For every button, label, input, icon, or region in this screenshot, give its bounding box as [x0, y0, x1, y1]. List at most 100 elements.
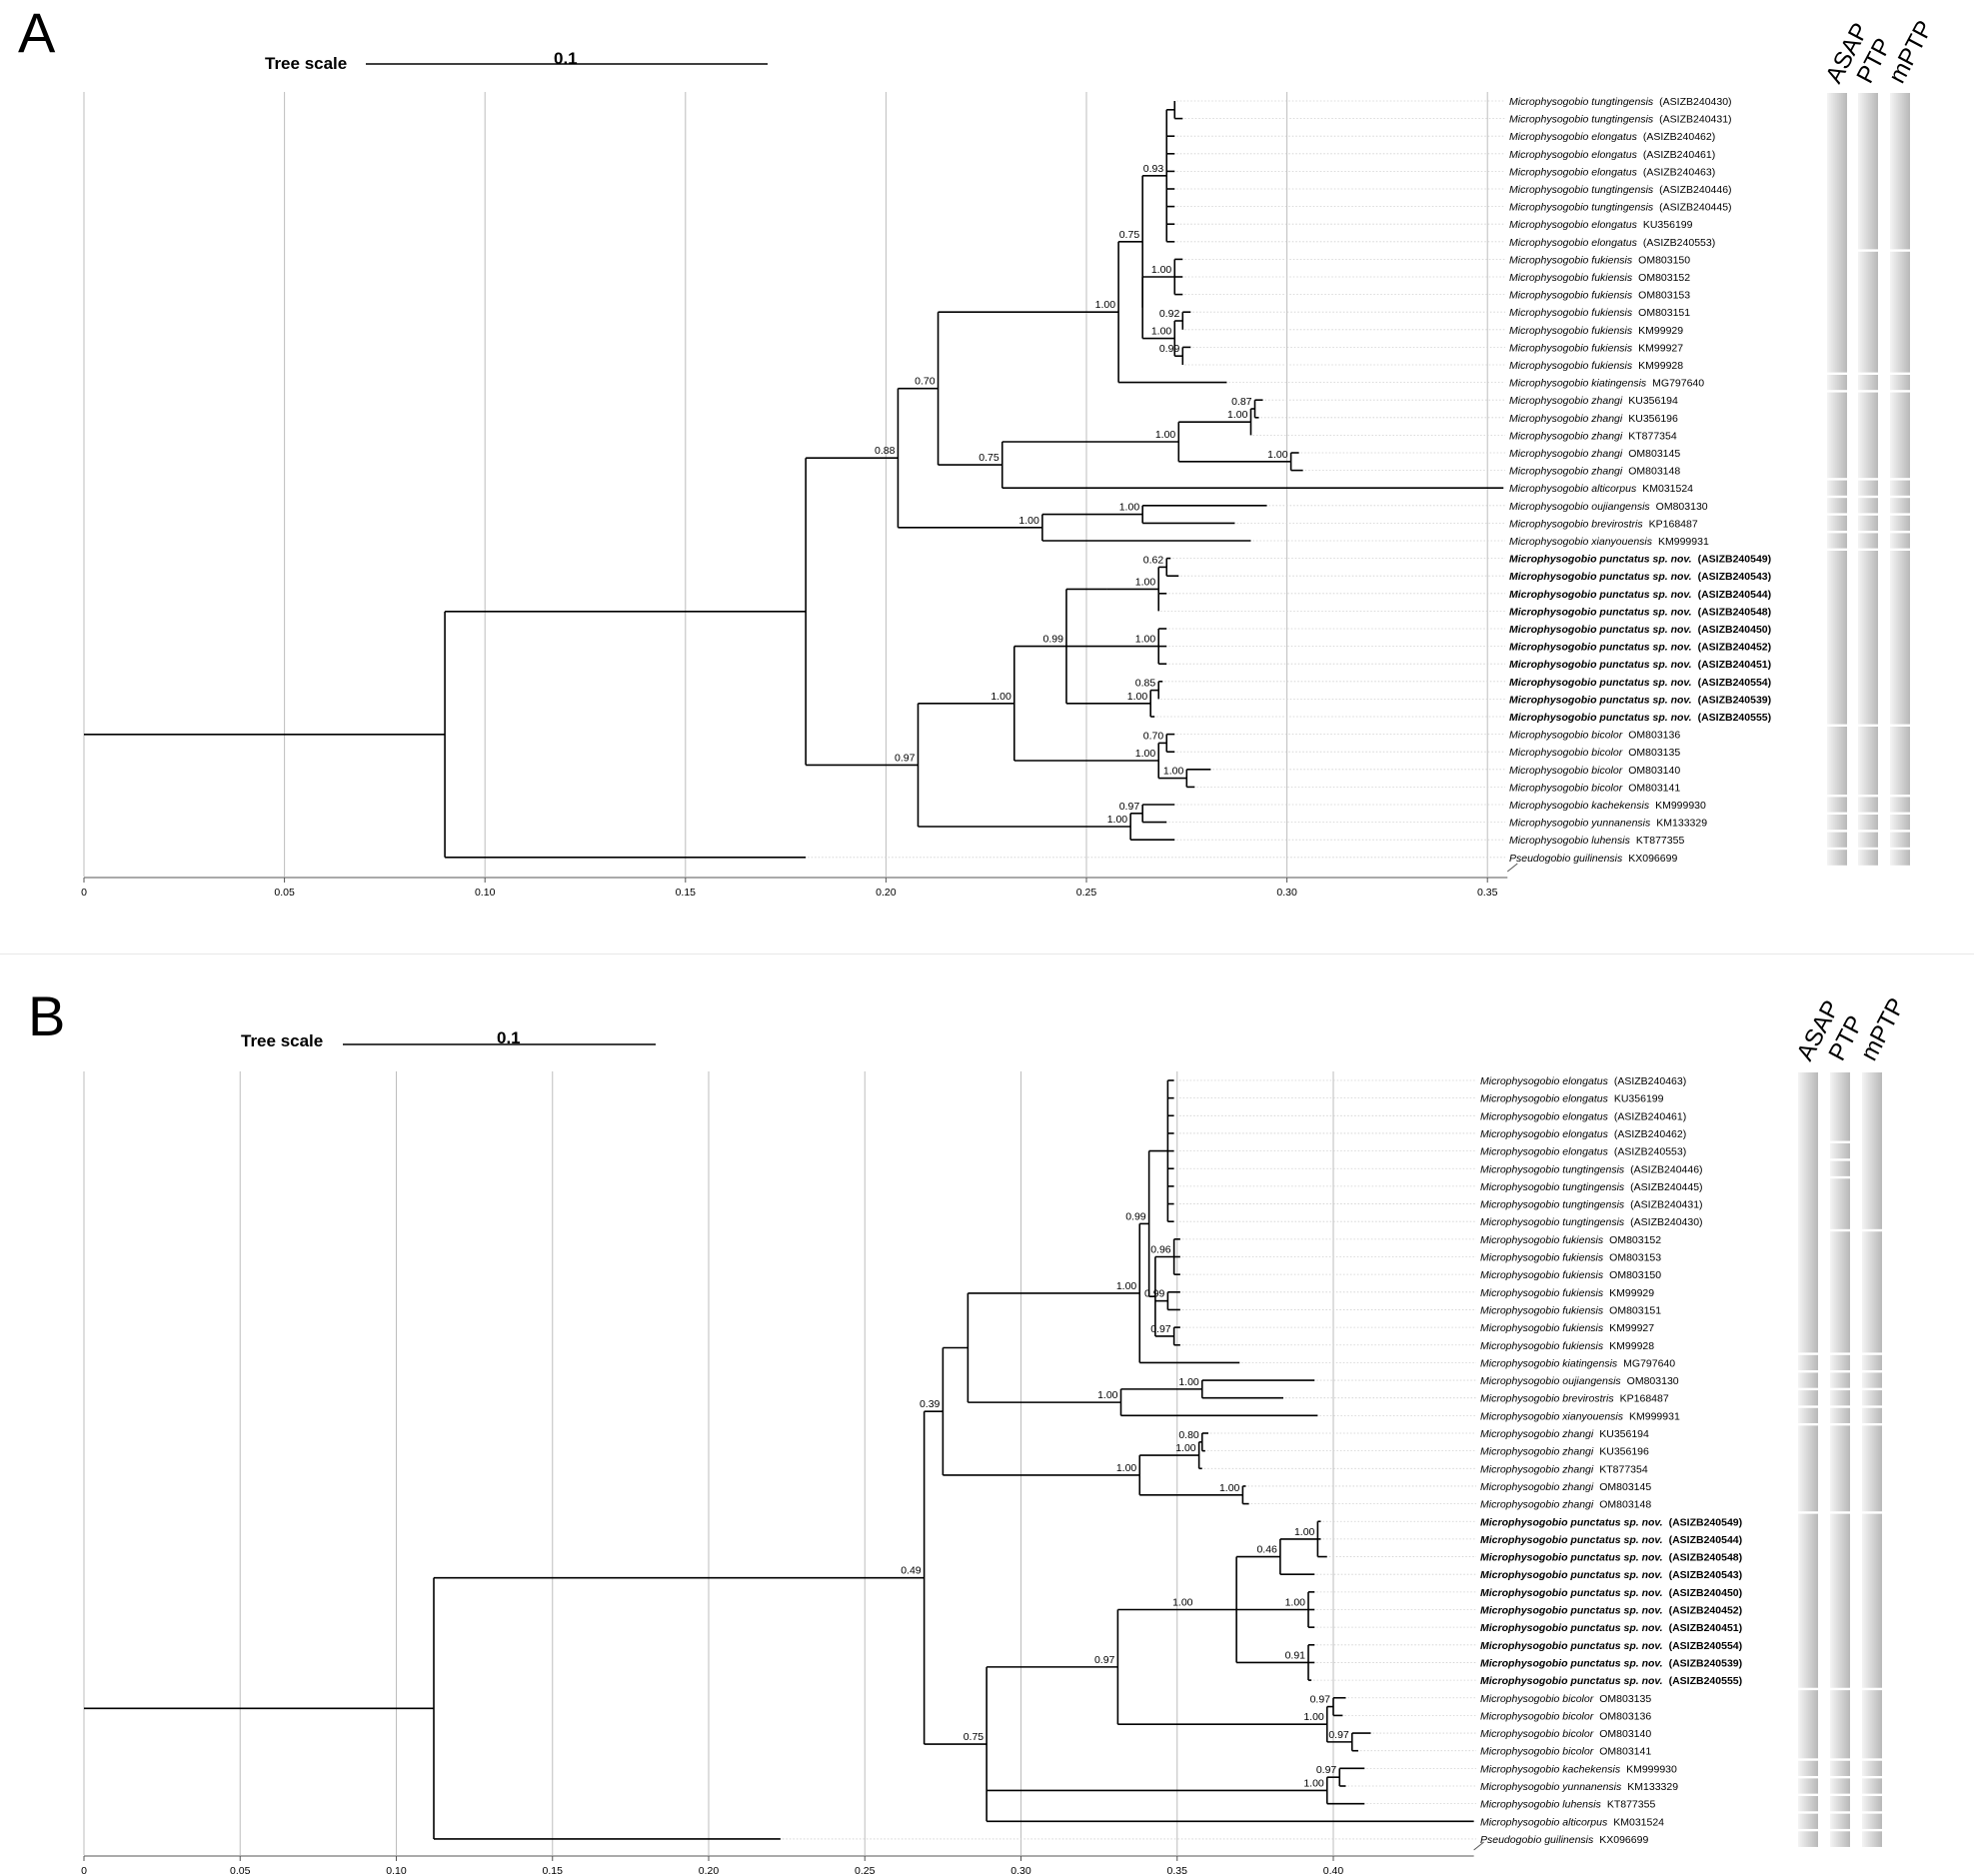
- taxon-accession: (ASIZB240463): [1643, 166, 1715, 178]
- taxon-accession: OM803130: [1627, 1375, 1679, 1387]
- taxon-accession: (ASIZB240446): [1630, 1163, 1702, 1175]
- taxon-accession: OM803148: [1628, 466, 1680, 478]
- support-value: 0.91: [1285, 1649, 1306, 1661]
- axis-tick-label: 0.20: [876, 887, 897, 899]
- taxon-accession: KT877355: [1636, 835, 1685, 847]
- delimitation-gap: [1829, 1687, 1851, 1691]
- taxon-accession: KM031524: [1642, 483, 1693, 495]
- delimitation-gap: [1829, 1387, 1851, 1391]
- support-value: 1.00: [1172, 1597, 1193, 1609]
- taxon-species: Microphysogobio fukiensis: [1509, 307, 1633, 319]
- taxon-species: Microphysogobio bicolor: [1509, 782, 1623, 794]
- taxon-accession: (ASIZB240452): [1669, 1605, 1743, 1617]
- delimitation-gap: [1797, 1405, 1819, 1408]
- support-value: 0.75: [979, 452, 999, 464]
- axis-end-tick: [1506, 863, 1518, 873]
- taxon-label: Microphysogobio zhangi KT877354: [1480, 1463, 1648, 1475]
- taxon-species: Microphysogobio punctatus sp. nov.: [1509, 624, 1692, 636]
- taxon-accession: (ASIZB240544): [1669, 1534, 1743, 1546]
- taxon-accession: OM803141: [1599, 1746, 1651, 1758]
- delimitation-gap: [1797, 1687, 1819, 1691]
- taxon-accession: OM803150: [1609, 1269, 1661, 1281]
- delimitation-gap: [1829, 1775, 1851, 1779]
- taxon-accession: KM99927: [1609, 1322, 1654, 1334]
- delimitation-gap: [1857, 249, 1879, 252]
- taxon-accession: KM999931: [1629, 1410, 1680, 1422]
- support-value: 0.49: [901, 1565, 922, 1577]
- taxon-label: Microphysogobio zhangi OM803145: [1509, 448, 1680, 460]
- taxon-species: Microphysogobio fukiensis: [1509, 272, 1633, 284]
- taxon-species: Microphysogobio alticorpus: [1480, 1816, 1608, 1828]
- taxon-accession: (ASIZB240431): [1659, 114, 1731, 126]
- taxon-accession: OM803140: [1628, 765, 1680, 777]
- delimitation-gap: [1861, 1352, 1883, 1355]
- taxon-label: Microphysogobio bicolor OM803136: [1509, 730, 1680, 742]
- taxon-species: Microphysogobio luhensis: [1509, 835, 1631, 847]
- support-value: 0.93: [1143, 163, 1164, 175]
- taxon-species: Microphysogobio luhensis: [1480, 1799, 1602, 1811]
- axis-tick-label: 0.15: [676, 887, 697, 899]
- taxon-species: Microphysogobio fukiensis: [1480, 1322, 1604, 1334]
- delimitation-gap: [1861, 1811, 1883, 1814]
- taxon-label: Microphysogobio zhangi KU356194: [1509, 395, 1678, 407]
- delimitation-gap: [1861, 1387, 1883, 1391]
- taxon-species: Microphysogobio punctatus sp. nov.: [1480, 1516, 1663, 1528]
- delimitation-gap: [1857, 847, 1879, 851]
- axis-tick-label: 0.25: [855, 1865, 876, 1876]
- support-value: 1.00: [1127, 691, 1148, 703]
- delimitation-gap: [1857, 513, 1879, 516]
- delimitation-gap: [1797, 1775, 1819, 1779]
- taxon-accession: (ASIZB240450): [1669, 1587, 1743, 1599]
- taxon-accession: KM99929: [1609, 1287, 1654, 1299]
- taxon-label: Microphysogobio punctatus sp. nov. (ASIZB…: [1480, 1675, 1742, 1687]
- taxon-species: Microphysogobio xianyouensis: [1509, 536, 1653, 548]
- taxon-label: Microphysogobio bicolor OM803140: [1480, 1728, 1651, 1740]
- taxon-accession: KM999930: [1655, 800, 1706, 812]
- taxon-label: Microphysogobio oujiangensis OM803130: [1509, 501, 1708, 513]
- taxon-label: Microphysogobio fukiensis OM803153: [1509, 290, 1690, 302]
- taxon-accession: KP168487: [1620, 1393, 1669, 1405]
- taxon-label: Microphysogobio brevirostris KP168487: [1480, 1393, 1669, 1405]
- taxon-species: Microphysogobio fukiensis: [1509, 360, 1633, 372]
- support-value: 1.00: [1107, 814, 1128, 826]
- delimitation-gap: [1857, 390, 1879, 393]
- taxon-species: Microphysogobio tungtingensis: [1480, 1181, 1625, 1193]
- taxon-species: Microphysogobio oujiangensis: [1509, 501, 1650, 513]
- taxon-accession: (ASIZB240553): [1614, 1146, 1686, 1158]
- axis-tick-label: 0.35: [1477, 887, 1498, 899]
- taxon-species: Microphysogobio brevirostris: [1480, 1393, 1614, 1405]
- support-value: 1.00: [1151, 326, 1172, 338]
- taxon-accession: (ASIZB240539): [1698, 694, 1772, 706]
- taxon-label: Microphysogobio zhangi OM803148: [1480, 1499, 1651, 1511]
- taxon-label: Microphysogobio punctatus sp. nov. (ASIZB…: [1509, 571, 1771, 583]
- taxon-species: Microphysogobio elongatus: [1480, 1128, 1609, 1140]
- taxon-accession: KU356199: [1643, 219, 1693, 231]
- taxon-accession: KU356194: [1599, 1428, 1649, 1440]
- panel-letter: A: [18, 1, 56, 64]
- taxon-species: Microphysogobio fukiensis: [1480, 1340, 1604, 1352]
- taxon-label: Microphysogobio fukiensis KM99929: [1480, 1287, 1654, 1299]
- taxon-label: Microphysogobio luhensis KT877355: [1509, 835, 1684, 847]
- taxon-label: Microphysogobio punctatus sp. nov. (ASIZB…: [1480, 1516, 1742, 1528]
- taxon-species: Microphysogobio zhangi: [1509, 395, 1623, 407]
- taxon-label: Microphysogobio tungtingensis (ASIZB24043…: [1509, 114, 1732, 126]
- taxon-species: Microphysogobio zhangi: [1480, 1463, 1594, 1475]
- taxon-accession: (ASIZB240452): [1698, 642, 1772, 654]
- taxon-species: Microphysogobio elongatus: [1480, 1146, 1609, 1158]
- taxon-accession: (ASIZB240543): [1669, 1569, 1743, 1581]
- taxon-label: Microphysogobio elongatus (ASIZB240553): [1480, 1146, 1686, 1158]
- taxon-species: Microphysogobio fukiensis: [1480, 1287, 1604, 1299]
- panel-letter: B: [28, 984, 65, 1047]
- taxon-label: Microphysogobio kachekensis KM999930: [1509, 800, 1706, 812]
- taxon-species: Microphysogobio kachekensis: [1509, 800, 1650, 812]
- taxon-accession: (ASIZB240445): [1659, 202, 1731, 214]
- delimitation-gap: [1889, 531, 1911, 534]
- delimitation-gap: [1857, 795, 1879, 798]
- delimitation-gap: [1829, 1158, 1851, 1161]
- taxon-accession: (ASIZB240462): [1614, 1128, 1686, 1140]
- taxon-species: Microphysogobio punctatus sp. nov.: [1480, 1675, 1663, 1687]
- tree-scale-label: Tree scale: [265, 54, 347, 73]
- delimitation-gap: [1857, 531, 1879, 534]
- taxon-species: Microphysogobio fukiensis: [1509, 325, 1633, 337]
- delimitation-gap: [1857, 495, 1879, 499]
